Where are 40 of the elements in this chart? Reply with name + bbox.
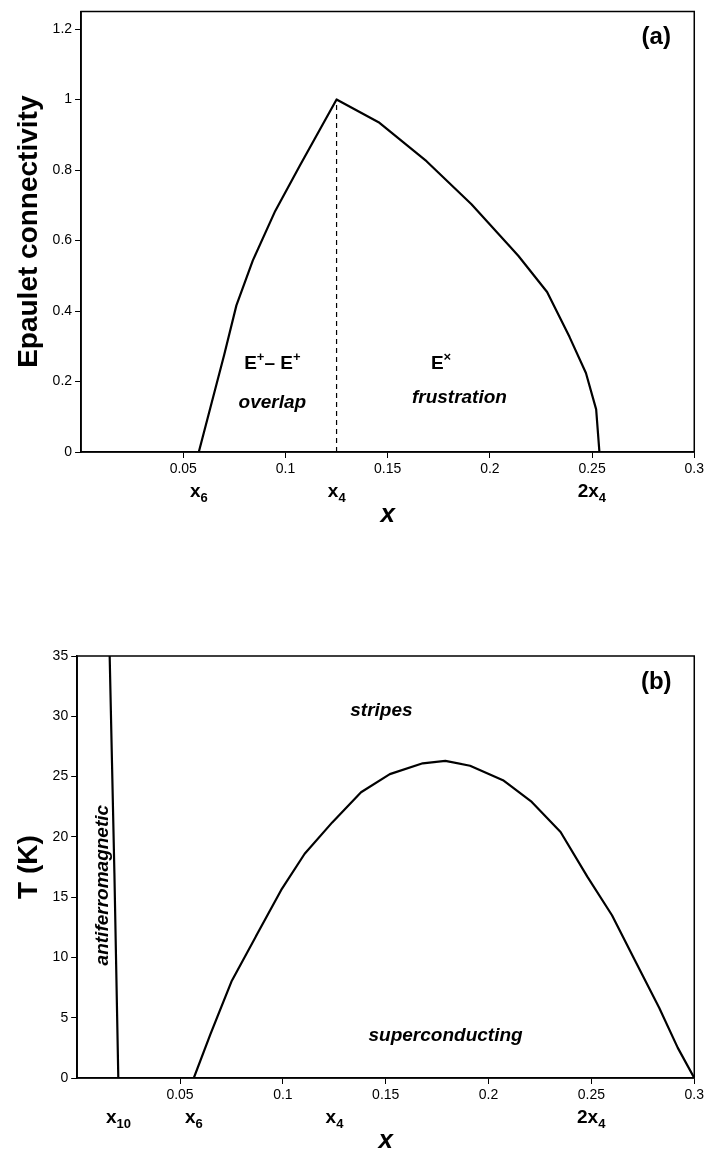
y-tick-label: 0.8 (52, 160, 73, 177)
y-tick-label: 1.2 (52, 19, 73, 36)
y-tick-label: 1 (64, 90, 73, 107)
y-tick-label: 0.6 (52, 231, 73, 248)
x-tick-label: 0.15 (374, 460, 402, 477)
y-tick-label: 30 (52, 707, 69, 724)
y-tick-label: 35 (52, 646, 69, 663)
x-tick-label: 0.3 (684, 460, 705, 477)
x-tick-label: 0.05 (169, 460, 198, 477)
annotation: superconducting (368, 1024, 524, 1046)
x-tick-label: 0.3 (684, 1086, 705, 1103)
annotation: frustration (411, 385, 507, 407)
x-tick-label: 0.1 (273, 1086, 293, 1103)
annotation: stripes (350, 698, 413, 720)
chart-title: (a) (641, 22, 671, 50)
chart-title: (b) (640, 666, 672, 694)
annotation: overlap (238, 390, 307, 412)
annotation: antiferromagnetic (91, 804, 113, 966)
x-tick-label: 0.25 (578, 460, 606, 477)
x-tick-label: 0.2 (480, 460, 500, 477)
y-tick-label: 0 (64, 442, 73, 459)
x-tick-label: 0.25 (577, 1086, 606, 1103)
x-tick-label: 0.15 (372, 1086, 400, 1103)
y-axis-title: T (K) (11, 835, 43, 899)
y-tick-label: 0 (60, 1068, 69, 1085)
x-tick-label: 0.1 (275, 460, 296, 477)
annotation: E+– E+ (244, 348, 301, 374)
x-tick-label: 0.2 (478, 1086, 499, 1103)
y-axis-title: Epaulet connectivity (11, 95, 43, 368)
y-tick-label: 0.4 (52, 301, 73, 318)
annotation: E× (430, 348, 452, 374)
y-tick-label: 15 (52, 888, 69, 904)
y-tick-label: 0.2 (52, 372, 73, 389)
y-tick-label: 25 (52, 767, 69, 784)
x-axis-title: x (378, 497, 397, 528)
y-tick-label: 10 (52, 948, 69, 965)
x-axis-title: x (376, 1123, 395, 1154)
y-tick-label: 20 (52, 827, 69, 844)
y-tick-label: 5 (60, 1008, 69, 1025)
x-tick-label: 0.05 (166, 1086, 194, 1103)
